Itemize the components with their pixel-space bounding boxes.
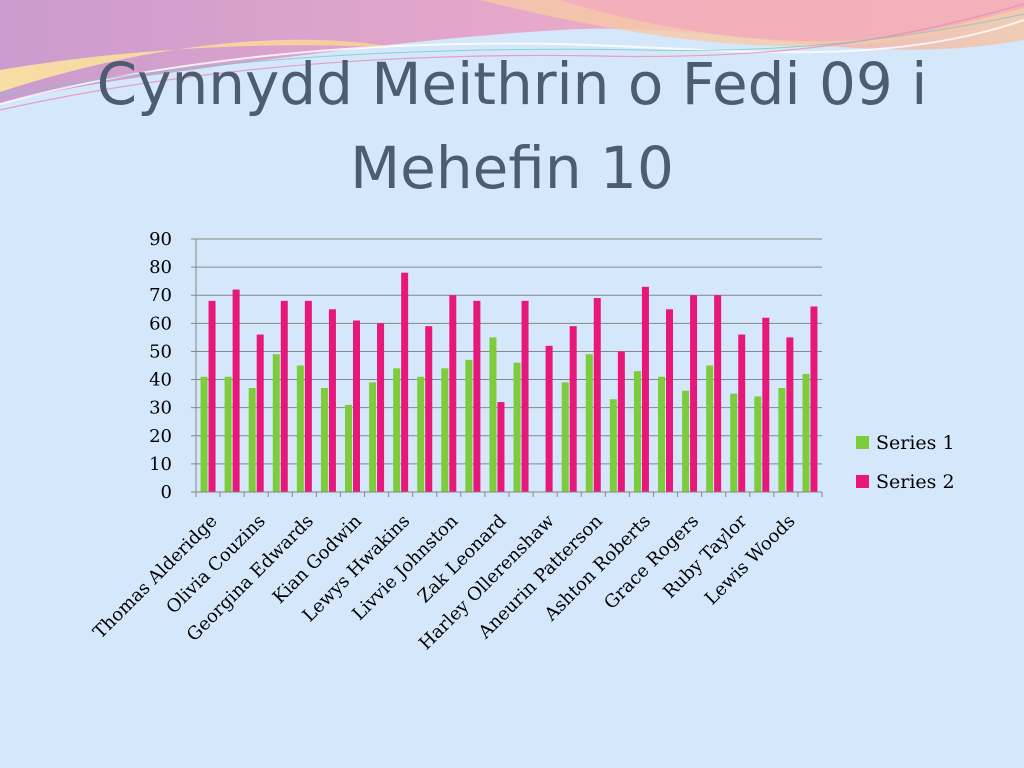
y-tick-labels: 0 10 20 30 40 50 60 70 80 90 — [149, 229, 172, 503]
bar-series-1 — [561, 382, 569, 492]
bar-series-1 — [393, 368, 401, 492]
bar-series-1 — [369, 382, 377, 492]
bar-series-2 — [666, 309, 673, 492]
legend-label-series-2: Series 2 — [876, 471, 955, 493]
bar-series-1 — [802, 373, 810, 492]
bar-series-2 — [786, 337, 794, 492]
bar-series-2 — [232, 289, 240, 492]
bar-series-2 — [762, 317, 770, 492]
bar-series-1 — [465, 359, 473, 492]
bar-series-1 — [272, 354, 280, 492]
bar-series-1 — [633, 371, 641, 492]
bar-series-2 — [738, 334, 746, 492]
bar-series-2 — [545, 345, 553, 492]
legend-swatch-series-1 — [856, 436, 869, 449]
bar-series-1 — [345, 404, 352, 492]
slide-title: Cynnydd Meithrin o Fedi 09 i Mehefin 10 — [96, 50, 928, 202]
bar-series-2 — [690, 295, 698, 492]
bar-series-2 — [449, 295, 457, 492]
bar-series-2 — [208, 300, 216, 492]
bar-series-2 — [521, 300, 529, 492]
bar-series-1 — [682, 390, 690, 492]
axes — [195, 239, 823, 497]
legend: Series 1 Series 2 — [856, 432, 955, 493]
bar-series-2 — [256, 334, 264, 492]
y-tick-label: 70 — [149, 285, 172, 306]
bar-series-1 — [585, 354, 593, 492]
y-tick-label: 60 — [149, 313, 172, 334]
y-tick-label: 40 — [149, 370, 172, 391]
bar-series-2 — [473, 300, 481, 492]
bar-series-1 — [513, 362, 521, 492]
bar-series-1 — [441, 368, 449, 492]
bar-series-2 — [569, 326, 577, 492]
bar-series-1 — [658, 376, 665, 492]
bar-series-2 — [810, 306, 818, 492]
bar-series-2 — [641, 286, 649, 492]
y-tick-label: 10 — [149, 454, 172, 475]
bar-series-1 — [609, 399, 617, 492]
legend-label-series-1: Series 1 — [876, 432, 955, 454]
bar-series-2 — [377, 323, 385, 492]
bar-series-2 — [497, 402, 505, 492]
bar-series-1 — [706, 365, 714, 492]
bar-series-2 — [425, 326, 433, 492]
bar-series-2 — [714, 295, 722, 492]
bar-series-2 — [280, 300, 288, 492]
bar-series-2 — [593, 298, 601, 492]
bar-series-2 — [328, 309, 336, 492]
bar-series-2 — [617, 351, 625, 492]
y-tick-label: 80 — [149, 257, 172, 278]
y-tick-label: 30 — [149, 398, 172, 419]
bar-series-2 — [353, 320, 360, 492]
bar-series-1 — [489, 337, 497, 492]
y-tick-label: 0 — [161, 482, 172, 503]
bar-series-1 — [320, 387, 328, 492]
y-tick-label: 90 — [149, 229, 172, 250]
bars — [200, 272, 818, 492]
bar-series-1 — [248, 387, 256, 492]
bar-series-1 — [778, 387, 786, 492]
bar-series-1 — [417, 376, 425, 492]
bar-series-1 — [200, 376, 208, 492]
bar-series-1 — [296, 365, 304, 492]
legend-swatch-series-2 — [856, 475, 869, 488]
y-tick-label: 50 — [149, 341, 172, 362]
bar-series-1 — [224, 376, 232, 492]
bar-series-2 — [304, 300, 312, 492]
y-tick-label: 20 — [149, 426, 172, 447]
bar-series-1 — [754, 396, 762, 492]
bar-series-1 — [730, 393, 738, 492]
bar-series-2 — [401, 272, 409, 492]
